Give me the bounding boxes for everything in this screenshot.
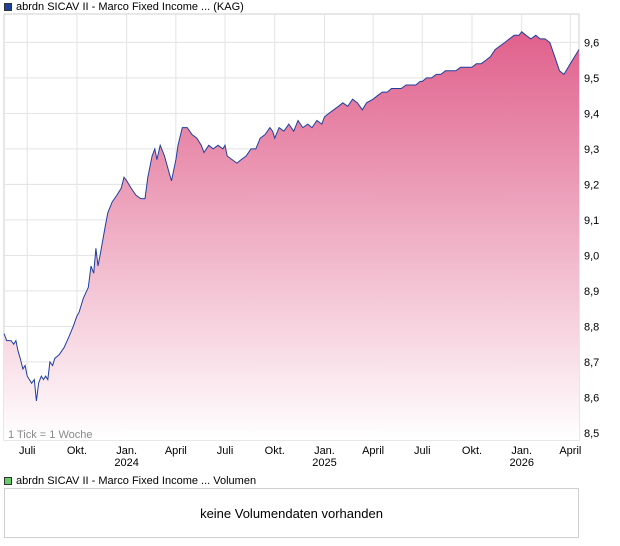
x-tick-label: April xyxy=(559,445,581,457)
x-tick-label: Juli xyxy=(414,445,431,457)
x-tick-year-label: 2024 xyxy=(114,457,138,469)
y-tick-label: 9,2 xyxy=(584,179,599,191)
x-tick-label: Juli xyxy=(19,445,36,457)
x-tick-label: Jan. xyxy=(511,445,532,457)
price-legend-swatch xyxy=(4,3,12,11)
volume-legend-swatch xyxy=(4,477,12,485)
y-tick-label: 8,8 xyxy=(584,321,599,333)
x-tick-year-label: 2026 xyxy=(509,457,533,469)
y-tick-label: 8,6 xyxy=(584,392,599,404)
volume-panel: keine Volumendaten vorhanden xyxy=(4,488,579,538)
y-tick-label: 8,5 xyxy=(584,428,599,440)
price-legend: abrdn SICAV II - Marco Fixed Income ... … xyxy=(4,0,244,14)
x-tick-label: April xyxy=(362,445,384,457)
y-axis-tick-labels: 8,5 8,6 8,7 8,8 8,9 9,0 9,1 9,2 9,3 9,4 9,5 9,6 xyxy=(584,37,599,440)
x-tick-label: Okt. xyxy=(462,445,482,457)
price-series-line xyxy=(3,30,580,402)
x-tick-label: Okt. xyxy=(67,445,87,457)
price-area-fill xyxy=(4,31,579,440)
volume-legend-label: abrdn SICAV II - Marco Fixed Income ... … xyxy=(16,475,257,487)
volume-legend: abrdn SICAV II - Marco Fixed Income ... … xyxy=(4,474,256,488)
x-tick-label: April xyxy=(165,445,187,457)
x-tick-label: Jan. xyxy=(314,445,335,457)
price-legend-label: abrdn SICAV II - Marco Fixed Income ... … xyxy=(16,1,244,13)
tick-interval-note: 1 Tick = 1 Woche xyxy=(8,429,92,441)
y-tick-label: 8,9 xyxy=(584,286,599,298)
price-chart: 8,5 8,6 8,7 8,8 8,9 9,0 9,1 9,2 9,3 9,4 9,5 9,6 Jul… xyxy=(3,13,599,469)
y-tick-label: 8,7 xyxy=(584,357,599,369)
y-tick-label: 9,4 xyxy=(584,108,599,120)
x-tick-label: Jan. xyxy=(116,445,137,457)
x-tick-year-label: 2025 xyxy=(312,457,336,469)
y-tick-label: 9,5 xyxy=(584,73,599,85)
y-tick-label: 9,0 xyxy=(584,250,599,262)
y-tick-label: 9,6 xyxy=(584,37,599,49)
y-tick-label: 9,1 xyxy=(584,215,599,227)
no-volume-message: keine Volumendaten vorhanden xyxy=(200,505,383,521)
x-tick-label: Juli xyxy=(217,445,234,457)
y-tick-label: 9,3 xyxy=(584,144,599,156)
x-tick-label: Okt. xyxy=(265,445,285,457)
